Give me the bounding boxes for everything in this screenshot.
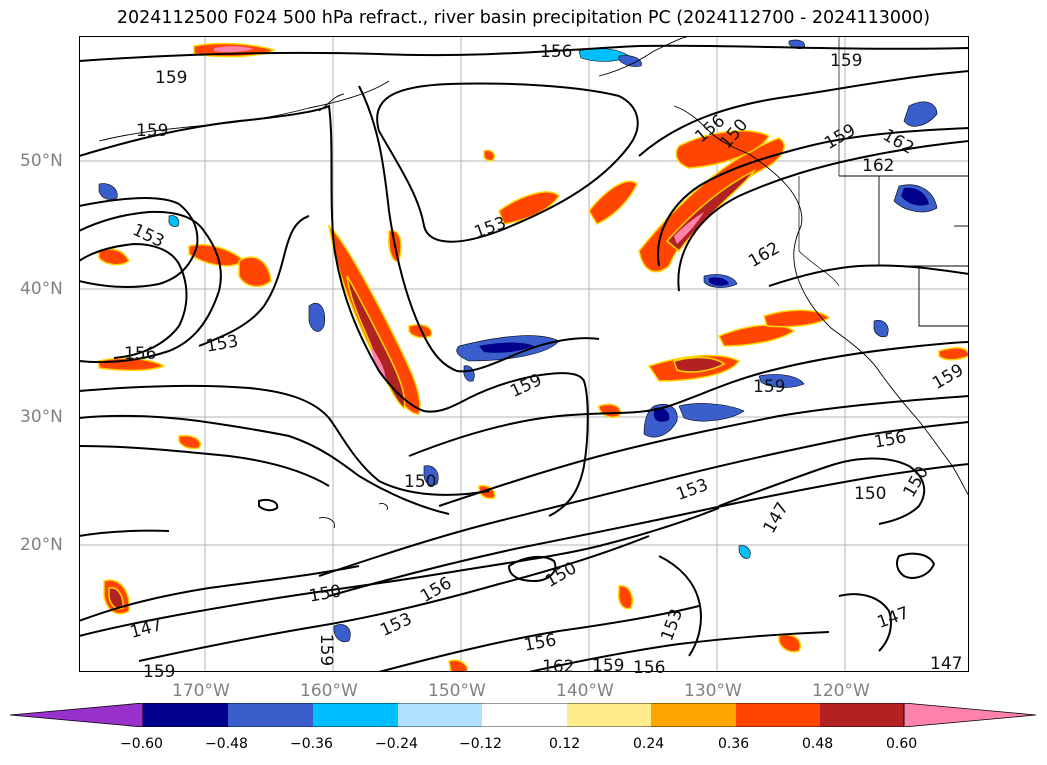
coastlines [98,36,969,529]
contour-label: 162 [542,657,575,677]
colorbar-bin [736,703,820,727]
colorbar-extend-high [903,703,1036,727]
contour-label: 147 [930,654,963,674]
colorbar-bin [313,703,398,727]
colorbar-tick-label: −0.12 [459,736,502,752]
colorbar-tick-label: 0.12 [549,736,581,752]
colorbar-tick-label: 0.36 [718,736,750,752]
lat-label-40n: 40°N [20,279,63,299]
country-borders [798,36,840,287]
colorbar-bin [482,703,567,727]
contour-label: 159 [753,377,786,397]
contour-label: 156 [540,42,573,62]
colorbar-tick-label: −0.60 [120,736,163,752]
colorbar-bin [398,703,482,727]
lon-label-160w: 160°W [300,681,358,701]
contour-label: 156 [124,344,157,364]
colorbar-tick-label: 0.48 [802,736,834,752]
lon-label-150w: 150°W [428,681,486,701]
colorbar-tick-label: −0.48 [205,736,248,752]
map-plot-area [79,36,969,672]
contour-label: 159 [830,51,863,71]
colorbar-bin [143,703,228,727]
lon-label-130w: 130°W [684,681,742,701]
colorbar-bin [228,703,313,727]
lat-label-20n: 20°N [20,535,63,555]
lon-label-120w: 120°W [812,681,870,701]
lat-label-50n: 50°N [20,151,63,171]
colorbar-tick-label: −0.36 [290,736,333,752]
contour-label: 159 [136,121,169,141]
contour-label: 159 [316,633,337,667]
contour-label: 159 [592,656,625,676]
colorbar-extend-low [10,703,144,727]
contour-label: 162 [862,156,895,176]
colorbar-bin [820,703,904,727]
colorbar [10,703,1036,727]
positive-precip-patches [98,42,969,672]
contour-label: 150 [854,484,887,504]
colorbar-tick-label: −0.24 [375,736,418,752]
contour-label: 159 [155,68,188,88]
lon-label-170w: 170°W [172,681,230,701]
colorbar-tick-label: 0.60 [886,736,918,752]
colorbar-bin [651,703,736,727]
contour-label: 150 [404,472,437,492]
refractivity-contours [79,44,969,672]
lat-label-30n: 30°N [20,407,63,427]
colorbar-bin [567,703,651,727]
map-title: 2024112500 F024 500 hPa refract., river … [116,8,931,28]
colorbar-tick-label: 0.24 [633,736,665,752]
negative-precip-patches [98,39,938,643]
contour-label: 156 [633,658,666,678]
contour-label: 159 [143,662,176,682]
lon-label-140w: 140°W [556,681,614,701]
